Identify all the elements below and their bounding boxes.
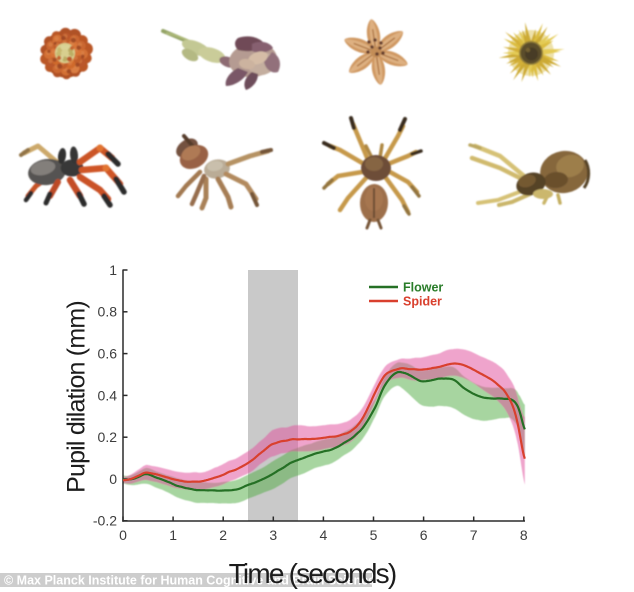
svg-text:Pupil dilation (mm): Pupil dilation (mm) bbox=[63, 301, 91, 493]
svg-text:1: 1 bbox=[109, 262, 117, 278]
svg-text:0: 0 bbox=[109, 471, 117, 487]
svg-text:6: 6 bbox=[420, 527, 428, 543]
svg-text:0.8: 0.8 bbox=[98, 304, 118, 320]
svg-text:3: 3 bbox=[269, 527, 277, 543]
svg-text:0.4: 0.4 bbox=[98, 387, 118, 403]
svg-text:0.2: 0.2 bbox=[98, 429, 118, 445]
svg-text:© Max Planck Institute for Hum: © Max Planck Institute for Human Cogniti… bbox=[4, 574, 382, 588]
svg-text:0: 0 bbox=[119, 527, 127, 543]
svg-text:Flower: Flower bbox=[403, 281, 443, 295]
svg-text:1: 1 bbox=[169, 527, 177, 543]
svg-text:Time (seconds): Time (seconds) bbox=[229, 558, 396, 589]
svg-text:4: 4 bbox=[320, 527, 328, 543]
svg-text:7: 7 bbox=[470, 527, 478, 543]
svg-text:2: 2 bbox=[219, 527, 227, 543]
svg-text:-0.2: -0.2 bbox=[93, 513, 117, 529]
svg-text:Spider: Spider bbox=[403, 295, 442, 309]
svg-text:0.6: 0.6 bbox=[98, 346, 118, 362]
svg-text:8: 8 bbox=[520, 527, 528, 543]
svg-text:5: 5 bbox=[370, 527, 378, 543]
